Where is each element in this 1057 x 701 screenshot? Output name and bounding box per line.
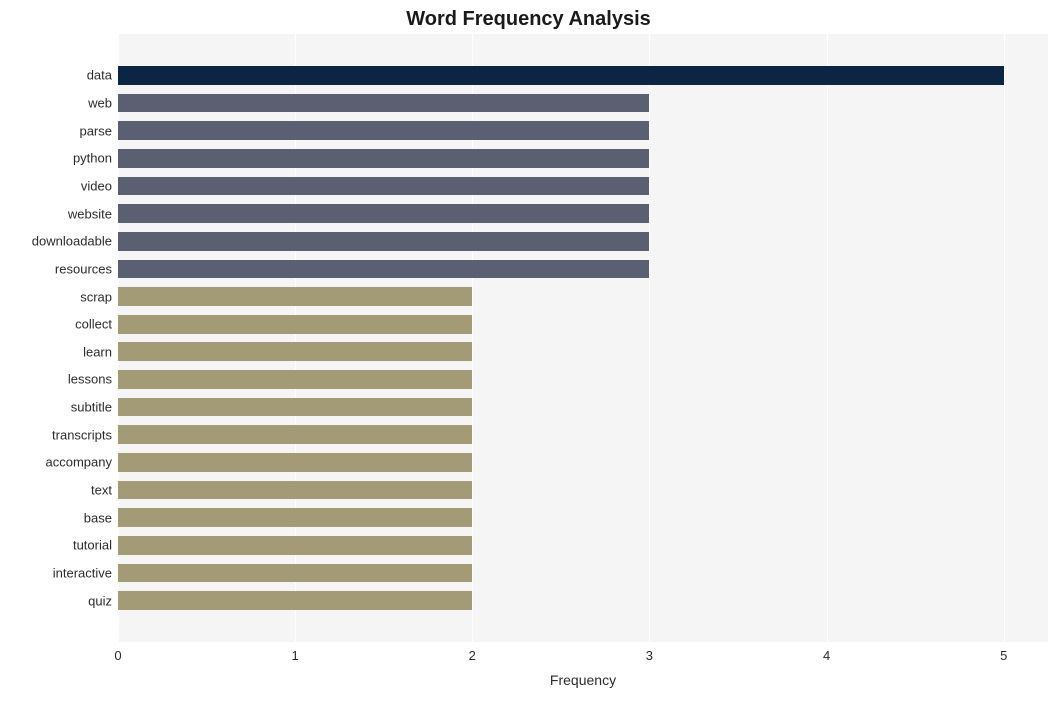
x-tick-label: 0 [114, 642, 121, 663]
bar [118, 508, 472, 527]
chart-title: Word Frequency Analysis [0, 8, 1057, 31]
x-tick-label: 1 [292, 642, 299, 663]
y-tick-label: subtitle [71, 400, 118, 415]
y-tick-label: resources [55, 261, 118, 276]
y-tick-label: transcripts [52, 427, 118, 442]
bar [118, 453, 472, 472]
x-tick-label: 2 [469, 642, 476, 663]
bar [118, 66, 1004, 85]
y-tick-label: lessons [68, 372, 118, 387]
y-tick-label: data [87, 68, 118, 83]
bar [118, 564, 472, 583]
bar [118, 342, 472, 361]
y-tick-label: web [88, 96, 118, 111]
bar [118, 425, 472, 444]
x-axis-label: Frequency [550, 642, 616, 688]
y-tick-label: website [68, 206, 118, 221]
plot-area: Frequency 012345datawebparsepythonvideow… [118, 34, 1048, 642]
y-tick-label: text [91, 483, 118, 498]
word-frequency-chart: Word Frequency Analysis Frequency 012345… [0, 0, 1057, 701]
y-tick-label: python [73, 151, 118, 166]
bar [118, 204, 649, 223]
y-tick-label: quiz [88, 593, 118, 608]
bar [118, 177, 649, 196]
x-tick-label: 4 [823, 642, 830, 663]
bar [118, 260, 649, 279]
y-tick-label: downloadable [32, 234, 118, 249]
gridline [827, 34, 828, 642]
y-tick-label: tutorial [73, 538, 118, 553]
bar [118, 536, 472, 555]
y-tick-label: accompany [46, 455, 118, 470]
bar [118, 398, 472, 417]
bar [118, 121, 649, 140]
y-tick-label: collect [75, 317, 118, 332]
y-tick-label: video [81, 179, 118, 194]
y-tick-label: base [84, 510, 118, 525]
gridline [649, 34, 650, 642]
bar [118, 94, 649, 113]
x-tick-label: 3 [646, 642, 653, 663]
bar [118, 481, 472, 500]
y-tick-label: interactive [53, 565, 118, 580]
gridline [1004, 34, 1005, 642]
y-tick-label: learn [83, 344, 118, 359]
bar [118, 149, 649, 168]
y-tick-label: parse [79, 123, 118, 138]
bar [118, 591, 472, 610]
bar [118, 287, 472, 306]
x-tick-label: 5 [1000, 642, 1007, 663]
bar [118, 370, 472, 389]
bar [118, 315, 472, 334]
y-tick-label: scrap [80, 289, 118, 304]
bar [118, 232, 649, 251]
